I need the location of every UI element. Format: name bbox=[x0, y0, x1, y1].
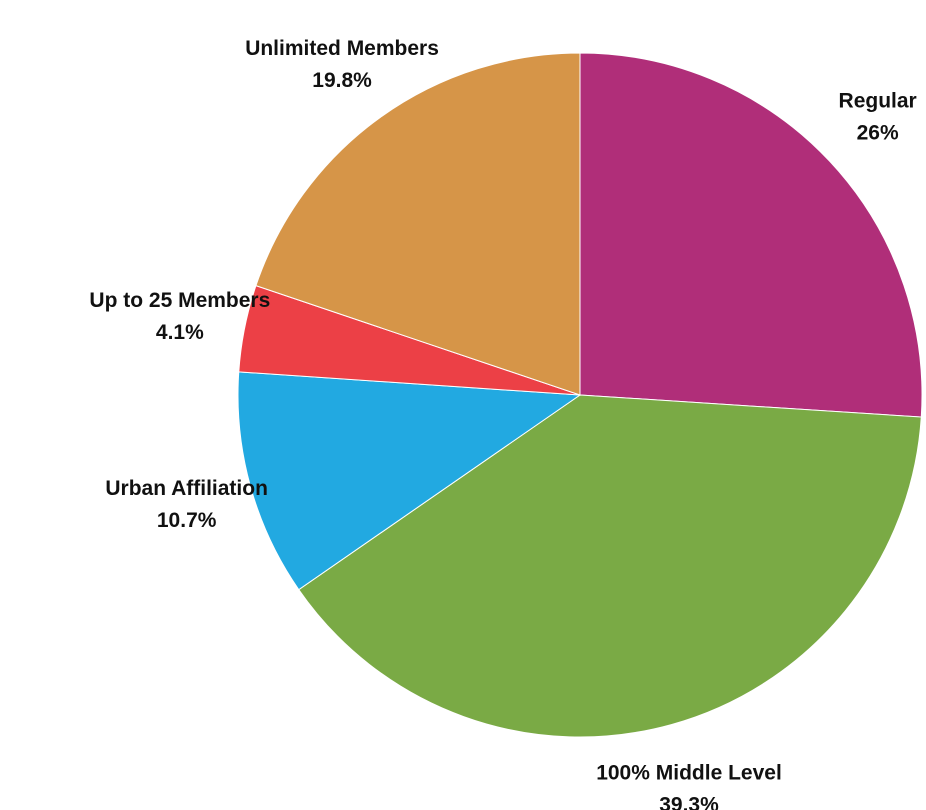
pie-slice bbox=[298, 394, 922, 738]
slice-label: Urban Affiliation bbox=[105, 477, 268, 500]
pie-slice bbox=[255, 52, 581, 396]
slice-label: Up to 25 Members bbox=[89, 289, 270, 312]
slice-label: Regular bbox=[839, 89, 917, 112]
slice-value-label: 39.3% bbox=[659, 794, 719, 810]
slice-label: 100% Middle Level bbox=[596, 762, 782, 785]
pie-slice bbox=[237, 371, 582, 591]
slice-value-label: 26% bbox=[857, 121, 899, 144]
slice-value-label: 4.1% bbox=[156, 321, 204, 344]
slice-value-label: 10.7% bbox=[157, 509, 217, 532]
slice-value-label: 19.8% bbox=[312, 69, 372, 92]
slice-label: Unlimited Members bbox=[245, 37, 439, 60]
pie-slice bbox=[579, 52, 923, 418]
